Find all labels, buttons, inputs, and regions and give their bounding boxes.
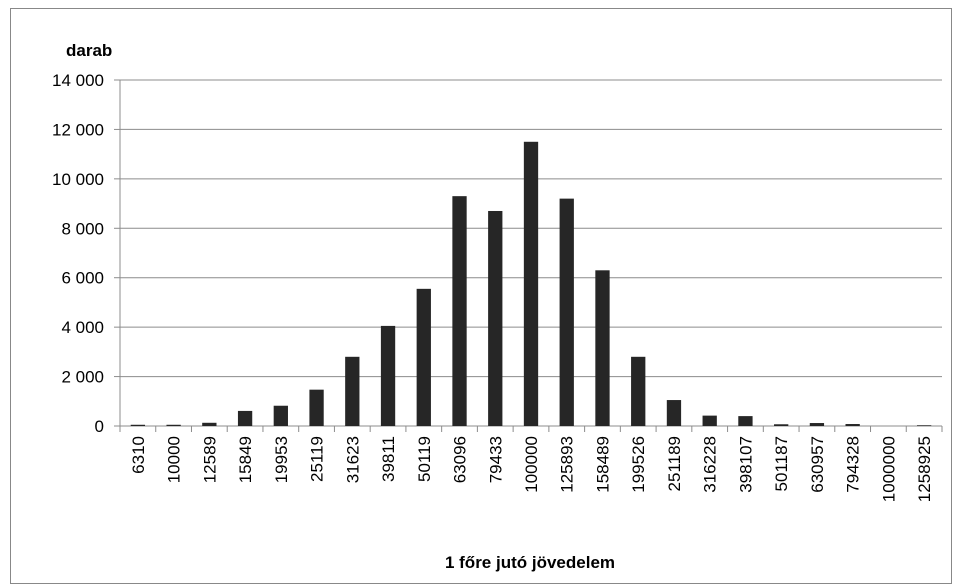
bar [380,325,396,426]
x-tick-label: 630957 [808,436,827,493]
bar [130,424,146,426]
bar [273,405,288,426]
bar [523,141,539,427]
y-tick-label: 0 [95,417,104,436]
bar [666,400,682,426]
bar [202,422,217,426]
x-tick-label: 316228 [701,436,720,493]
x-tick-label: 79433 [486,436,505,483]
bar [488,210,503,426]
x-tick-label: 15849 [236,436,255,483]
bar [345,356,360,426]
x-tick-label: 251189 [665,436,684,491]
y-tick-label: 8 000 [61,219,104,238]
x-axis-label: 1 főre jutó jövedelem [445,553,615,572]
x-tick-label: 1258925 [915,436,934,502]
x-tick-label: 10000 [165,436,184,483]
y-tick-label: 6 000 [61,269,104,288]
bar [237,410,253,426]
bar [559,198,574,426]
bar [309,389,324,426]
x-tick-label: 31623 [343,436,362,483]
y-tick-label: 14 000 [52,71,104,90]
bar [452,196,467,426]
bar [631,356,646,426]
x-tick-label: 19953 [272,436,291,483]
y-tick-label: 2 000 [61,368,104,387]
x-tick-label: 6310 [129,436,148,474]
x-tick-label: 158489 [593,436,612,493]
bar [845,424,860,426]
chart-border [10,8,952,584]
x-tick-label: 50119 [415,436,434,482]
x-tick-label: 12589 [200,436,219,483]
y-tick-label: 4 000 [61,318,104,337]
x-tick-label: 100000 [522,436,541,493]
bar [738,416,753,426]
x-tick-label: 1000000 [879,436,898,502]
x-tick-label: 794328 [844,436,863,493]
bar [702,415,717,426]
x-tick-label: 63096 [451,436,470,483]
y-tick-label: 12 000 [52,120,104,139]
bar [595,270,610,426]
bar [416,288,431,426]
bar [809,423,825,426]
bar [166,424,181,426]
x-tick-label: 125893 [558,436,577,493]
bar [916,425,932,426]
x-tick-label: 199526 [629,436,648,493]
y-axis-label: darab [66,41,112,60]
bar [774,424,789,426]
x-tick-label: 25119 [308,436,327,482]
x-tick-label: 501187 [772,436,791,491]
y-tick-label: 10 000 [52,170,104,189]
x-tick-label: 39811 [379,436,398,482]
x-tick-label: 398107 [736,436,755,493]
